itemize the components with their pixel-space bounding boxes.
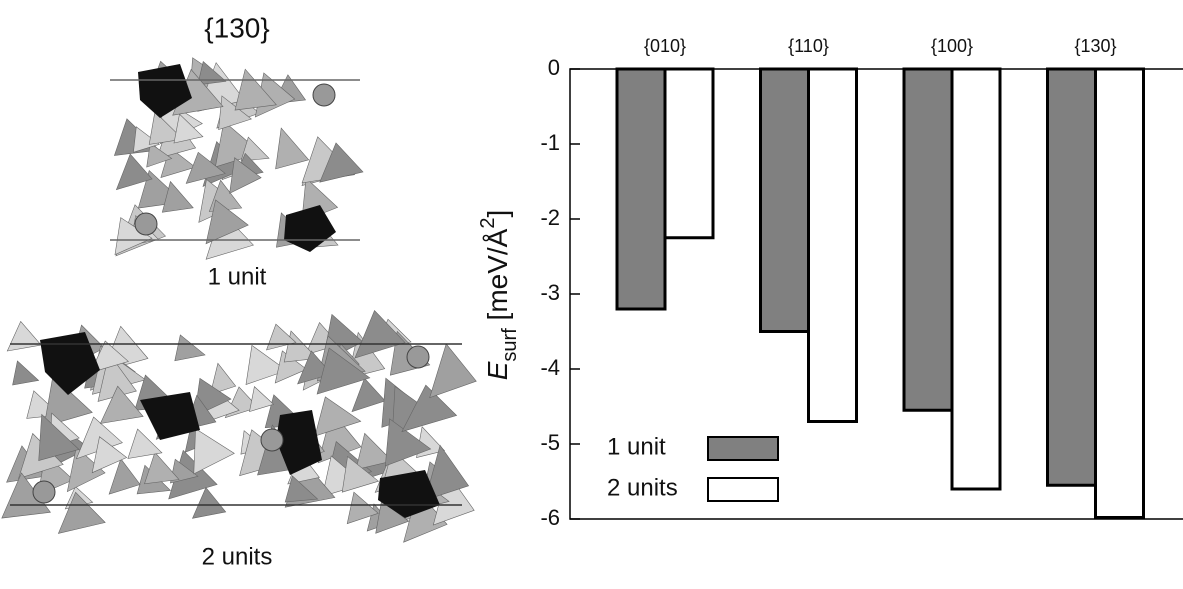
x-category-label: {130} (1074, 36, 1116, 56)
polyhedron (58, 492, 105, 533)
atom (33, 481, 55, 503)
y-tick-label: -1 (540, 130, 560, 155)
structure-panel: {130} 1 unit 2 units (2, 12, 477, 570)
y-axis-label: Esurf [meV/Å2] (477, 210, 521, 381)
legend-label: 2 units (607, 474, 678, 501)
y-label-subscript: surf (499, 328, 521, 362)
atom (313, 84, 335, 106)
bar (809, 69, 857, 422)
y-tick-label: -3 (540, 280, 560, 305)
y-label-close: ] (482, 210, 513, 218)
structure-top (114, 58, 363, 259)
legend-label: 1 unit (607, 433, 666, 460)
atom (261, 429, 283, 451)
y-tick-label: -5 (540, 430, 560, 455)
polyhedron (276, 128, 309, 169)
polyhedron (162, 182, 193, 213)
polyhedron (250, 387, 274, 412)
polyhedron (13, 361, 39, 385)
polyhedron (194, 429, 235, 474)
y-tick-label: -4 (540, 355, 560, 380)
x-category-label: {010} (644, 36, 686, 56)
figure: {130} 1 unit 2 units Esurf [meV/Å2] 0 -1 -… (0, 0, 1183, 589)
y-tick-label: -6 (540, 505, 560, 530)
y-label-symbol: E (482, 361, 513, 380)
polyhedron (193, 488, 226, 519)
atom (407, 346, 429, 368)
polyhedron (109, 459, 140, 494)
bar (1096, 69, 1144, 518)
polyhedron (175, 335, 205, 361)
structure-label: 2 units (202, 543, 273, 570)
structure-title: {130} (204, 12, 269, 43)
structure-bottom (2, 311, 477, 543)
bar (665, 69, 713, 238)
plot: 0 -1 -2 -3 -4 -5 -6 {010} {110} {100} {130} 1 unit 2… (540, 36, 1183, 530)
bar (617, 69, 665, 309)
polyhedron (7, 321, 41, 351)
bar (904, 69, 952, 410)
x-category-label: {110} (788, 36, 829, 56)
y-tick-label: -2 (540, 205, 560, 230)
legend-swatch (708, 437, 778, 460)
polyhedron (430, 344, 477, 398)
bar (1048, 69, 1096, 485)
polyhedron (352, 378, 385, 411)
atom (135, 213, 157, 235)
y-label-superscript: 2 (477, 218, 499, 229)
structure-label: 1 unit (208, 263, 267, 290)
x-category-label: {100} (931, 36, 973, 56)
bar (952, 69, 1000, 489)
legend-swatch (708, 478, 778, 501)
y-label-unit: [meV/Å (482, 228, 513, 328)
y-tick-label: 0 (548, 55, 560, 80)
bar (761, 69, 809, 332)
